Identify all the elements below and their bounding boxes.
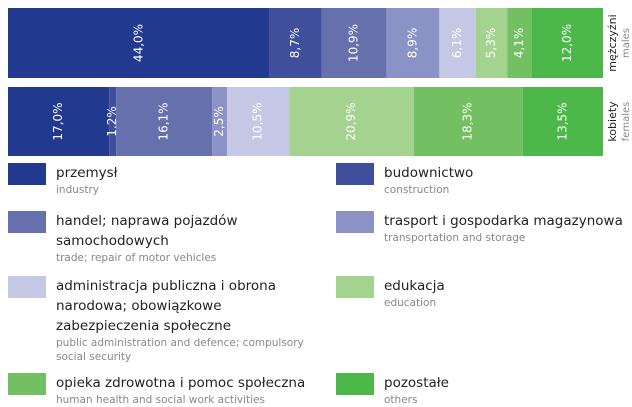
bar-segment bbox=[289, 87, 414, 156]
value-label: 18,3% bbox=[461, 102, 475, 140]
category-label-en: females bbox=[621, 102, 632, 142]
legend-label: przemysł bbox=[56, 165, 118, 181]
legend-label-en: construction bbox=[384, 184, 450, 196]
legend-text: administracja publiczna i obrona narodow… bbox=[56, 276, 318, 364]
bar-segment bbox=[475, 8, 508, 78]
bar-segment bbox=[413, 87, 523, 156]
bar-segment bbox=[8, 8, 270, 78]
legend-swatch bbox=[336, 211, 374, 233]
legend-text: opieka zdrowotna i pomoc społeczna human … bbox=[56, 373, 318, 407]
value-label: 5,3% bbox=[484, 28, 498, 59]
legend-swatch bbox=[336, 276, 374, 298]
legend-swatch bbox=[8, 211, 46, 233]
bar-segment bbox=[226, 87, 290, 156]
legend-label: handel; naprawa pojazdów samochodowych bbox=[56, 213, 238, 249]
legend-label: administracja publiczna i obrona narodow… bbox=[56, 278, 276, 334]
legend-label-en: transportation and storage bbox=[384, 232, 526, 244]
legend-item: pozostałe others bbox=[336, 373, 632, 407]
legend-label: edukacja bbox=[384, 278, 445, 294]
legend-swatch bbox=[8, 163, 46, 185]
legend-item: budownictwo construction bbox=[336, 163, 632, 197]
legend-text: trasport i gospodarka magazynowa transpor… bbox=[384, 211, 632, 245]
value-label: 16,1% bbox=[157, 102, 171, 140]
legend-label: trasport i gospodarka magazynowa bbox=[384, 213, 623, 229]
value-label: 10,9% bbox=[346, 24, 360, 62]
value-label: 13,5% bbox=[555, 102, 569, 140]
legend-item: trasport i gospodarka magazynowa transpor… bbox=[336, 211, 632, 245]
legend-label: pozostałe bbox=[384, 375, 449, 391]
legend-item: opieka zdrowotna i pomoc społeczna human … bbox=[8, 373, 318, 407]
legend-swatch bbox=[8, 276, 46, 298]
bar-segment bbox=[116, 87, 213, 156]
bar-segment bbox=[8, 87, 110, 156]
legend-swatch bbox=[8, 373, 46, 395]
value-label: 6,1% bbox=[450, 28, 464, 59]
legend-item: przemysł industry bbox=[8, 163, 318, 197]
value-label: 10,5% bbox=[251, 102, 265, 140]
legend-label-en: human health and social work activities bbox=[56, 394, 265, 406]
category-label-en: males bbox=[621, 28, 632, 58]
bar-segment bbox=[321, 8, 387, 78]
value-label: 8,9% bbox=[405, 28, 419, 59]
bar-segment bbox=[109, 87, 117, 156]
legend-item: handel; naprawa pojazdów samochodowych tr… bbox=[8, 211, 318, 265]
legend-text: handel; naprawa pojazdów samochodowych tr… bbox=[56, 211, 318, 265]
legend-text: pozostałe others bbox=[384, 373, 632, 407]
legend-swatch bbox=[336, 373, 374, 395]
bar-segment bbox=[531, 8, 603, 78]
value-label: 17,0% bbox=[51, 102, 65, 140]
legend-label-en: industry bbox=[56, 184, 100, 196]
category-label: mężczyźni bbox=[606, 14, 619, 71]
value-label: 8,7% bbox=[288, 28, 302, 59]
legend-swatch bbox=[336, 163, 374, 185]
legend-label-en: education bbox=[384, 297, 437, 309]
legend-label: budownictwo bbox=[384, 165, 474, 181]
value-label: 12,0% bbox=[560, 24, 574, 62]
chart: 44,0% 8,7% 10,9% 8,9% 6,1% 5,3% 4,1% 12,0% mężcz… bbox=[8, 8, 632, 156]
legend-label-en: trade; repair of motor vehicles bbox=[56, 252, 217, 264]
legend-item: edukacja education bbox=[336, 276, 632, 310]
legend-text: edukacja education bbox=[384, 276, 632, 310]
bar-segment bbox=[386, 8, 440, 78]
value-label: 44,0% bbox=[131, 24, 145, 62]
value-label: 2,5% bbox=[212, 106, 226, 137]
bar-segment bbox=[212, 87, 227, 156]
category-label: kobiety bbox=[606, 101, 619, 142]
value-label: 20,9% bbox=[344, 102, 358, 140]
legend-text: przemysł industry bbox=[56, 163, 318, 197]
legend-text: budownictwo construction bbox=[384, 163, 632, 197]
bar-segment bbox=[269, 8, 322, 78]
legend-item: administracja publiczna i obrona narodow… bbox=[8, 276, 318, 364]
bar-segment bbox=[439, 8, 476, 78]
bar-segment bbox=[507, 8, 532, 78]
legend-label-en: public administration and defence; compu… bbox=[56, 337, 304, 363]
bar-segment bbox=[522, 87, 603, 156]
legend-label: opieka zdrowotna i pomoc społeczna bbox=[56, 375, 306, 391]
legend-label-en: others bbox=[384, 394, 418, 406]
value-label: 4,1% bbox=[512, 28, 526, 59]
value-label: 1,2% bbox=[105, 106, 119, 137]
